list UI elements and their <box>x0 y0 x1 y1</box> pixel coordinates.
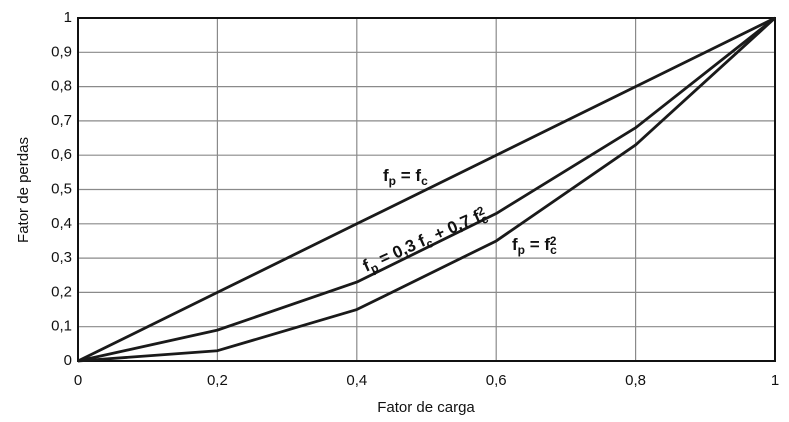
label-part: + 0,7 f <box>427 207 484 246</box>
x-tick-label: 0 <box>74 372 82 389</box>
label-part: c <box>550 243 557 257</box>
series-line <box>77 16 776 363</box>
curve-label: fp = 0,3 fc + 0,7 fc2 <box>360 203 491 278</box>
y-axis-label: Fator de perdas <box>15 137 32 243</box>
label-part: p <box>389 174 396 188</box>
y-tick-label: 0,4 <box>51 215 72 232</box>
y-tick-label: 1 <box>64 9 72 26</box>
y-tick-label: 0,9 <box>51 43 72 60</box>
label-part: = f <box>396 166 421 185</box>
curve-label: fp = fc <box>383 166 428 188</box>
label-part: = f <box>525 235 550 254</box>
x-tick-label: 0,4 <box>346 372 367 389</box>
label-part: p <box>518 243 525 257</box>
y-tick-label: 0,5 <box>51 180 72 197</box>
y-tick-label: 0,8 <box>51 78 72 95</box>
label-part: c <box>421 174 428 188</box>
label-part: f <box>383 166 389 185</box>
plot-frame <box>77 17 776 362</box>
x-tick-label: 0,6 <box>486 372 507 389</box>
y-tick-label: 0,7 <box>51 112 72 129</box>
x-tick-label: 1 <box>771 372 779 389</box>
series-line <box>77 16 776 363</box>
x-axis-label: Fator de carga <box>377 399 475 416</box>
curve-label: fp = fc2 <box>512 234 557 256</box>
y-tick-label: 0,2 <box>51 283 72 300</box>
y-tick-label: 0 <box>64 352 72 369</box>
x-tick-label: 0,8 <box>625 372 646 389</box>
label-part: = 0,3 f <box>372 231 429 270</box>
y-tick-label: 0,6 <box>51 146 72 163</box>
y-tick-label: 0,1 <box>51 318 72 335</box>
series-line <box>77 16 776 363</box>
x-tick-label: 0,2 <box>207 372 228 389</box>
y-tick-label: 0,3 <box>51 249 72 266</box>
label-part: f <box>512 235 518 254</box>
label-part: 2 <box>550 234 557 248</box>
